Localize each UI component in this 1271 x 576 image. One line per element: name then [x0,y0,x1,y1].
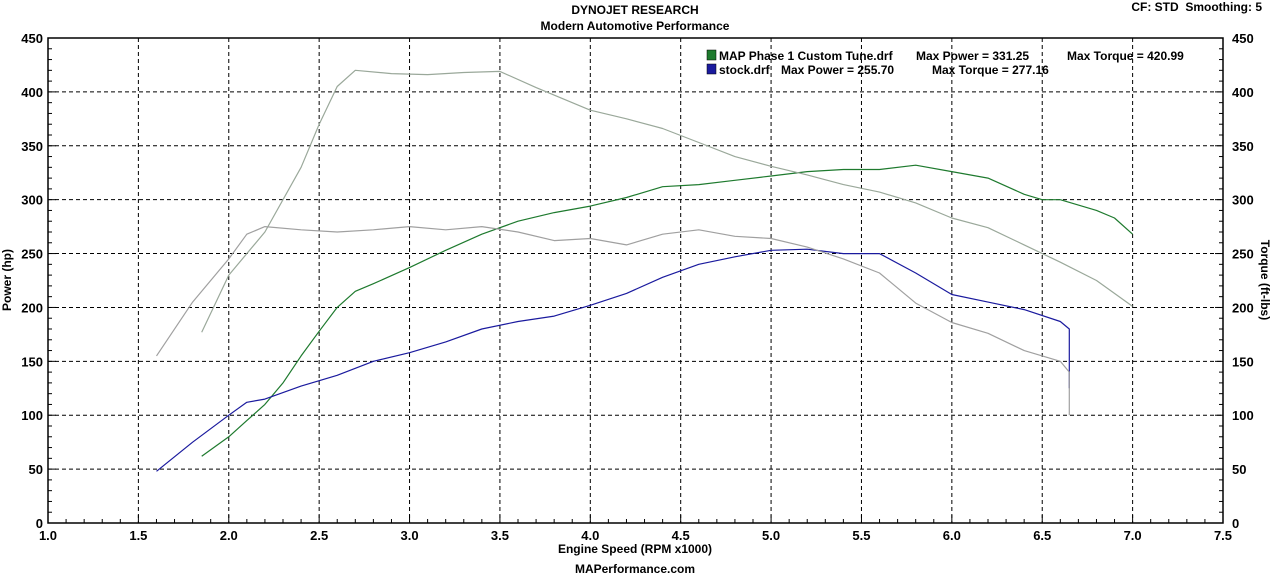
y-tick-label-right: 100 [1232,408,1254,423]
x-tick-label: 4.0 [581,528,599,543]
y-tick-label-right: 400 [1232,85,1254,100]
y-tick-label-left: 350 [21,139,43,154]
legend-stock-max-power: Max Power = 255.70 [781,63,894,77]
axis-ticks: 1.0 1.5 2.0 2.5 3.0 3.5 4.0 4.5 5.0 5.5 6.0 6.5 7.0 7… [21,31,1253,543]
legend-tune-max-power: Max Power = 331.25 [916,49,1029,63]
y-tick-label-right: 0 [1232,516,1239,531]
y-tick-label-left: 50 [29,462,43,477]
x-tick-label: 1.0 [39,528,57,543]
y-tick-label-left: 150 [21,354,43,369]
y-axis-label-left: Power (hp) [0,249,14,311]
x-tick-label: 2.0 [220,528,238,543]
x-tick-label: 6.0 [943,528,961,543]
x-tick-label: 3.5 [491,528,509,543]
y-tick-label-right: 300 [1232,193,1254,208]
x-tick-label: 5.0 [762,528,780,543]
y-tick-label-left: 400 [21,85,43,100]
chart-settings: CF: STD Smoothing: 5 [1131,0,1262,14]
legend: MAP Phase 1 Custom Tune.drf Max Power = … [706,49,1184,77]
y-axis-label-right: Torque (ft-lbs) [1258,240,1271,320]
series-line-tune-power [201,164,1134,457]
legend-stock-file: stock.drf [719,63,771,77]
y-tick-label-left: 450 [21,31,43,46]
series-line-stock-power [156,248,1070,472]
series-line-tune-torque [201,69,1133,333]
y-tick-label-right: 350 [1232,139,1254,154]
footer-website: MAPerformance.com [575,562,695,576]
x-tick-label: 3.0 [400,528,418,543]
y-tick-label-right: 50 [1232,462,1246,477]
legend-tune-file: MAP Phase 1 Custom Tune.drf [719,49,894,63]
y-tick-label-right: 150 [1232,354,1254,369]
x-tick-label: 5.5 [852,528,870,543]
chart-subtitle: Modern Automotive Performance [541,19,730,33]
y-tick-label-right: 200 [1232,300,1254,315]
x-tick-label: 4.5 [672,528,690,543]
y-tick-label-left: 250 [21,247,43,262]
y-tick-label-right: 250 [1232,247,1254,262]
legend-tune-max-torque: Max Torque = 420.99 [1067,49,1184,63]
legend-stock-max-torque: Max Torque = 277.16 [932,63,1049,77]
x-tick-label: 7.5 [1214,528,1232,543]
x-tick-label: 2.5 [310,528,328,543]
series-lines [156,69,1134,472]
y-tick-label-right: 450 [1232,31,1254,46]
plot-area [47,37,1224,524]
grid [48,38,1223,523]
y-tick-label-left: 100 [21,408,43,423]
x-tick-label: 6.5 [1033,528,1051,543]
legend-swatch-stock [706,63,717,75]
x-tick-label: 1.5 [129,528,147,543]
series-line-stock-torque [156,226,1070,416]
y-tick-label-left: 0 [36,516,43,531]
chart-title: DYNOJET RESEARCH [571,3,698,17]
x-axis-label: Engine Speed (RPM x1000) [558,542,712,556]
y-tick-label-left: 300 [21,193,43,208]
y-tick-label-left: 200 [21,300,43,315]
legend-swatch-tune [706,49,717,61]
x-tick-label: 7.0 [1124,528,1142,543]
